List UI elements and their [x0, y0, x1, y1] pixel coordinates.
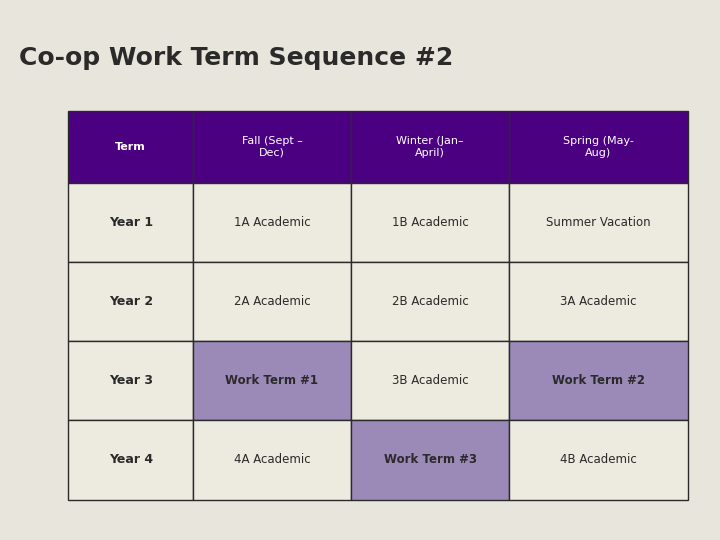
Bar	[68, 262, 193, 341]
Bar	[509, 341, 688, 420]
Bar	[193, 262, 351, 341]
Bar	[351, 341, 509, 420]
Bar	[68, 341, 193, 420]
Bar	[68, 183, 193, 262]
Bar	[509, 183, 688, 262]
Text: Year 4: Year 4	[109, 454, 153, 467]
Text: Term: Term	[115, 141, 146, 152]
Text: 2B Academic: 2B Academic	[392, 295, 469, 308]
Text: Fall (Sept –
Dec): Fall (Sept – Dec)	[241, 136, 302, 158]
Bar	[351, 262, 509, 341]
Bar	[351, 183, 509, 262]
Text: Work Term #1: Work Term #1	[225, 374, 318, 387]
Text: Year 2: Year 2	[109, 295, 153, 308]
Bar	[351, 420, 509, 500]
Text: Year 1: Year 1	[109, 216, 153, 229]
Bar	[68, 420, 193, 500]
Text: 3A Academic: 3A Academic	[560, 295, 636, 308]
Text: 3B Academic: 3B Academic	[392, 374, 469, 387]
Bar	[509, 420, 688, 500]
Text: 2A Academic: 2A Academic	[234, 295, 310, 308]
Text: 1A Academic: 1A Academic	[234, 216, 310, 229]
Text: Winter (Jan–
April): Winter (Jan– April)	[396, 136, 464, 158]
Text: Year 3: Year 3	[109, 374, 153, 387]
Bar	[193, 183, 351, 262]
Text: Co-op Work Term Sequence #2: Co-op Work Term Sequence #2	[19, 46, 454, 70]
Text: 4A Academic: 4A Academic	[234, 454, 310, 467]
Text: Spring (May-
Aug): Spring (May- Aug)	[563, 136, 634, 158]
Bar	[509, 262, 688, 341]
Bar	[193, 341, 351, 420]
Text: 1B Academic: 1B Academic	[392, 216, 469, 229]
Bar	[509, 111, 688, 183]
Bar	[351, 111, 509, 183]
Text: 4B Academic: 4B Academic	[560, 454, 636, 467]
Bar	[68, 111, 193, 183]
Text: Work Term #2: Work Term #2	[552, 374, 645, 387]
Bar	[193, 111, 351, 183]
Text: Summer Vacation: Summer Vacation	[546, 216, 651, 229]
Bar	[193, 420, 351, 500]
Text: Work Term #3: Work Term #3	[384, 454, 477, 467]
